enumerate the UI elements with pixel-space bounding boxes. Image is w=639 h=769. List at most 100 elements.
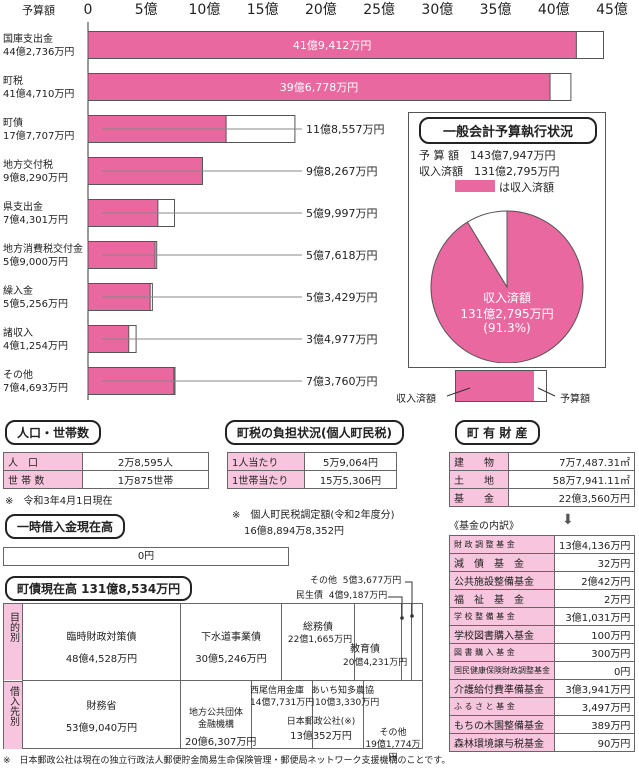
budget-label: 5億5,256万円 [3,297,68,310]
lender-name: 財務省 [86,701,117,712]
purpose-welfare-label: 民生債 4億9,187万円 [296,588,387,601]
table-row: 国民健康保険財政調整基金 0円 [449,661,636,680]
temp-loan-box: 0円 [3,547,289,566]
purpose-name: 総務債 [303,622,333,633]
lender-japan-post: 日本郵政公社(※) 13億352万円 [276,714,366,742]
fund-label: 図 書 購 入 基 金 [449,643,555,662]
lender-value: 19億1,774万円 [365,740,421,763]
fund-value: 3億3,941万円 [553,679,636,698]
table-row: もちの木園整備基金 389万円 [449,715,636,734]
fund-label: 減 債 基 金 [449,553,555,572]
x-tick-label: 45億 [596,2,628,18]
fund-value: 389万円 [553,715,636,734]
purpose-cell: 総務債 22億1,665万円 [282,604,355,680]
purpose-label: 目的別 [7,612,19,642]
received-value-label: 41億9,412万円 [293,39,372,52]
pie-label-2: 131億2,795万円 [460,307,554,321]
lender-label: 借入先別 [7,686,19,726]
lender-cell: 地方公共団体金融機構 20億6,307万円 [181,681,256,748]
budget-label: 41億4,710万円 [3,87,74,100]
temp-loan-title: 一時借入金現在高 [5,514,126,539]
purpose-value: 20億4,231万円 [343,658,408,668]
debt-title: 町債現在高 131億8,534万円 [5,576,193,601]
population-label: 人 口 [3,452,83,471]
received-bar [87,31,577,59]
table-row: 減 債 基 金 32万円 [449,553,636,572]
lender-value: 14億7,731万円 [250,698,315,708]
table-row: 福 祉 基 金 2万円 [449,589,636,608]
lender-cell: あいち知多農協 10億3,330万円 [311,681,379,748]
fund-value: 300万円 [553,643,636,662]
received-value-label: 9億8,267万円 [306,165,378,178]
category-label: その他 [3,368,33,381]
fund-label: 介護給付費準備基金 [449,679,555,698]
lender-cell: その他 19億1,774万円 [364,681,422,763]
budget-label: 7億4,693万円 [3,381,68,394]
x-tick-label: 15億 [247,2,279,18]
fund-label: 学 校 整 備 基 金 [449,607,555,626]
lender-name: あいち知多農協 [311,686,375,696]
purpose-value: 4億9,187万円 [328,591,388,601]
received-value-label: 7億3,760万円 [306,375,378,388]
category-label: 県支出金 [3,200,43,213]
summary-title: 一般会計予算執行状況 [419,117,597,144]
received-value-label: 5億9,997万円 [306,207,378,220]
fund-label: 学校図書購入基金 [449,625,555,644]
fund-label: 国民健康保険財政調整基金 [449,661,555,680]
fund-label: 財 政 調 整 基 金 [449,535,555,554]
population-value: 2万8,595人 [82,452,209,471]
table-row: 世 帯 数 1万875世帯 [3,470,209,489]
x-tick-label: 40億 [538,2,570,18]
x-tick-label: 10億 [189,2,221,18]
debt-footnote: ※ 日本郵政公社は現在の独立行政法人郵便貯金簡易生命保険管理・郵便局ネットワーク… [3,756,451,766]
x-tick-label: 5億 [135,2,158,18]
fund-breakdown-title: 《基金の内訳》 [449,521,519,532]
fund-value: 90万円 [553,733,636,752]
purpose-name: 臨時財政対策債 [66,632,137,643]
lender-name: 地方公共団体金融機構 [188,708,243,730]
tax-burden-table: 1人当たり 5万9,064円 1世帯当たり 15万5,306円 [227,452,397,489]
bar-chart-svg: 予算額 0 5億 10億 15億 20億 25億 30億 35億 40億 45億国庫支出金44億2,… [3,2,628,400]
budget-label: 9億8,290万円 [3,171,68,184]
budget-label: 7億4,301万円 [3,213,68,226]
debt-table: 目的別 借入先別 臨時財政対策債 48億4,528万円 下水道事業債 30億5,… [3,603,423,763]
fund-value: 2万円 [553,589,636,608]
population-title: 人口・世帯数 [5,420,102,445]
households-value: 1万875世帯 [82,470,209,489]
budget-label: 44億2,736万円 [3,45,74,58]
unit-label: 予算額 [22,3,55,17]
budget-label: 17億7,707万円 [3,129,74,142]
pie-chart [430,210,584,363]
purpose-value: 30億5,246万円 [195,654,267,665]
lender-value: 53億9,040万円 [65,723,138,734]
fund-value: 2億42万円 [553,571,636,590]
summary-received-line: 収入済額 131億2,795万円 [419,165,560,178]
table-row: 1人当たり 5万9,064円 [227,452,397,471]
table-row: 図 書 購 入 基 金 300万円 [449,643,636,662]
tax-burden-title: 町税の負担状況(個人町民税) [225,420,404,445]
per-household-label: 1世帯当たり [227,470,305,489]
received-value-label: 11億8,557万円 [306,123,385,136]
purpose-name: 民生債 [296,591,324,601]
table-row: 人 口 2万8,595人 [3,452,209,471]
lender-value: 10億3,330万円 [315,698,380,708]
purpose-value: 5億3,677万円 [342,576,402,586]
population-table: 人 口 2万8,595人 世 帯 数 1万875世帯 [3,452,209,489]
fund-value: 3億1,031万円 [553,607,636,626]
purpose-cell: 教育債 20億4,231万円 [343,604,407,680]
purpose-cell-small [402,604,412,680]
key-budget-label: 予算額 [560,394,590,405]
fund-label: 福 祉 基 金 [449,589,555,608]
category-label: 町債 [3,116,23,129]
received-value-label: 39億6,778万円 [280,81,359,94]
fund-value: 100万円 [553,625,636,644]
land-value: 58万7,941.11㎡ [508,470,635,489]
fund-value: 13億4,136万円 [553,535,636,554]
land-label: 土 地 [449,470,509,489]
fund-value: 0円 [553,661,636,680]
table-row: 学 校 整 備 基 金 3億1,031万円 [449,607,636,626]
x-tick-label: 30億 [421,2,453,18]
purpose-name: その他 [310,576,338,586]
legend-swatch [455,180,495,192]
bar-chart: 予算額 0 5億 10億 15億 20億 25億 30億 35億 40億 45億 国庫支出金 44億2,… [3,2,628,400]
